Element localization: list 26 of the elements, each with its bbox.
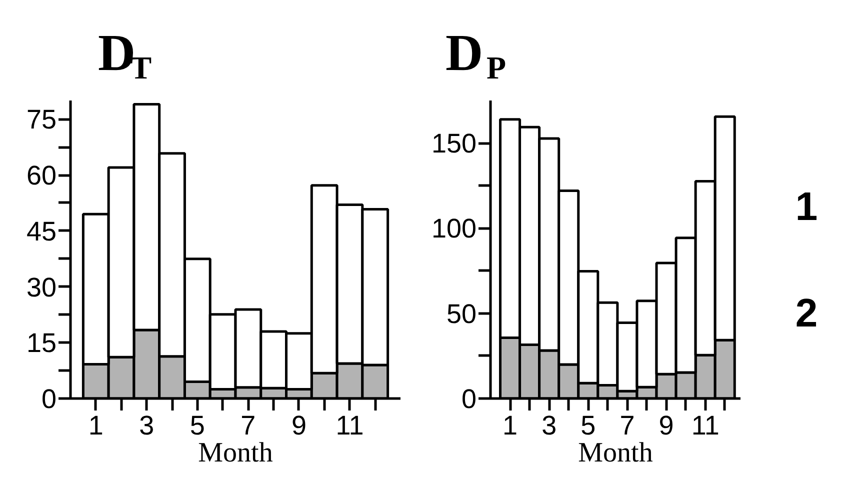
y-tick-label: 60 (26, 160, 57, 190)
x-tick-label: 5 (580, 410, 596, 440)
y-tick-label: 50 (446, 298, 477, 329)
y-tick-label: 150 (431, 128, 477, 159)
x-tick-label: 7 (620, 410, 635, 440)
y-tick-label: 100 (431, 214, 477, 244)
x-axis-title: Month (198, 438, 273, 468)
y-tick-label: 0 (41, 384, 57, 414)
series-label: 1 (795, 185, 818, 230)
x-tick-label: 1 (502, 410, 518, 440)
x-tick-label: 11 (336, 410, 364, 440)
x-tick-label: 1 (88, 410, 104, 440)
x-tick-label: 3 (139, 410, 154, 440)
x-tick-label: 9 (658, 410, 674, 440)
x-tick-label: 5 (190, 410, 205, 440)
y-tick-label: 30 (26, 272, 57, 302)
x-tick-label: 3 (542, 410, 557, 440)
x-tick-label: 7 (240, 410, 256, 440)
series-label: 2 (795, 291, 818, 336)
x-tick-label: 11 (691, 410, 720, 440)
x-axis-title: Month (578, 438, 653, 468)
y-tick-label: 75 (26, 104, 57, 135)
x-tick-label: 9 (291, 410, 306, 440)
y-tick-label: 45 (26, 216, 57, 246)
y-tick-label: 15 (26, 328, 57, 358)
y-tick-label: 0 (461, 384, 477, 414)
